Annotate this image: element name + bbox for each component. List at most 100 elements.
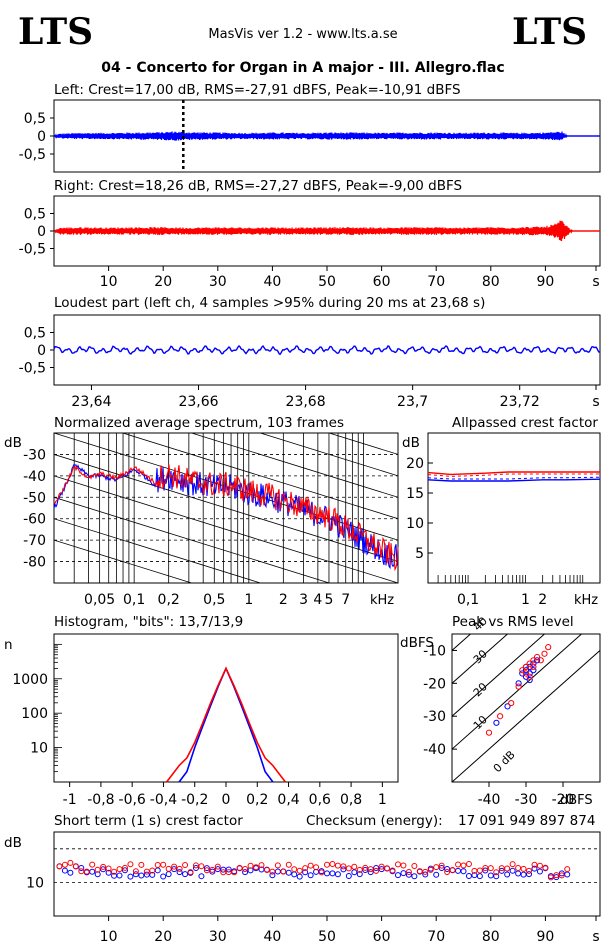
peak-rms-diagonal: [452, 634, 546, 717]
short-term-point-right: [373, 867, 380, 874]
spectrum-slope-line: [327, 433, 398, 455]
crest-xtick-label: 1: [521, 592, 530, 608]
spectrum-title: Normalized average spectrum, 103 frames: [54, 415, 344, 431]
short-term-point-left: [121, 867, 128, 874]
short-term-point-right: [389, 867, 396, 874]
short-term-point-left: [78, 864, 85, 871]
short-term-point-left: [536, 868, 543, 875]
short-term-xtick-label: 80: [482, 929, 500, 945]
loudest-xtick-label: 23,7: [397, 394, 428, 410]
spectrum-slope-line: [190, 433, 398, 498]
peak-rms-point-left: [522, 673, 530, 680]
short-term-point-left: [433, 871, 440, 878]
short-term-point-right: [56, 863, 63, 870]
peak-rms-point-right: [508, 699, 515, 707]
short-term-point-right: [182, 861, 189, 868]
peak-rms-xlabel: dBFS: [560, 793, 593, 808]
short-term-xtick-label: 90: [536, 929, 554, 945]
crest-xlabel: kHz: [574, 593, 598, 608]
crest-ytick-label: 10: [406, 516, 424, 532]
short-term-point-left: [515, 870, 522, 877]
spectrum-slope-line: [121, 433, 398, 520]
short-term-point-right: [324, 861, 330, 868]
peak-rms-point-right: [530, 663, 537, 670]
spectrum-xtick-label: 4: [313, 592, 322, 608]
short-term-xtick-label: 50: [318, 929, 336, 945]
spectrum-xtick-label: 3: [299, 592, 308, 608]
loudest-ytick-label: 0,5: [24, 326, 46, 342]
right_waveform-xtick-label: 60: [373, 274, 391, 290]
histogram-xtick-label: -0,6: [119, 792, 146, 808]
short-term-point-left: [367, 869, 374, 876]
loudest-xtick-label: 23,66: [178, 394, 218, 410]
short-term-point-left: [127, 873, 134, 880]
spectrum-xtick-label: 1: [244, 592, 253, 608]
spectrum-slope-line: [54, 496, 331, 583]
peak-rms-diagonal-label: 0 dB: [491, 748, 518, 775]
short-term-point-right: [427, 866, 434, 873]
histogram-ytick-label: 1000: [12, 672, 48, 688]
right_waveform-xtick-label: 10: [100, 274, 118, 290]
checksum-value: 17 091 949 897 874: [458, 813, 595, 829]
logo-left: LTS: [18, 11, 93, 53]
short-term-point-right: [67, 859, 74, 866]
short-term-point-left: [405, 871, 412, 878]
spectrum-ytick-label: -60: [23, 512, 46, 528]
short-term-point-right: [542, 864, 549, 871]
crest-ytick-label: 5: [415, 546, 424, 562]
short-term-point-right: [460, 862, 467, 869]
crest-ytick-label: 20: [406, 456, 424, 472]
right_waveform-ytick-label: 0: [37, 224, 46, 240]
short-term-point-right: [236, 864, 243, 871]
short-term-point-left: [269, 872, 276, 879]
short-term-point-left: [242, 869, 249, 876]
short-term-point-left: [520, 871, 527, 878]
short-term-point-right: [351, 863, 358, 870]
short-term-point-left: [498, 867, 505, 874]
peak-rms-ytick-label: -40: [423, 742, 446, 758]
short-term-point-left: [67, 869, 74, 876]
short-term-point-right: [455, 861, 462, 868]
right_waveform-xtick-label: 80: [482, 274, 500, 290]
short-term-point-left: [356, 871, 363, 878]
short-term-point-right: [263, 866, 270, 873]
checksum-label: Checksum (energy):: [306, 813, 443, 829]
right_waveform-ytick-label: -0,5: [19, 242, 46, 258]
short-term-point-left: [378, 866, 385, 873]
short-term-point-right: [318, 869, 325, 876]
short-term-point-left: [455, 867, 462, 874]
short-term-point-right: [253, 864, 260, 871]
crest-ylabel: dB: [402, 435, 420, 451]
right_waveform-xtick-label: 20: [154, 274, 172, 290]
short-term-point-right: [422, 868, 429, 875]
peak-rms-point-left: [519, 670, 526, 677]
short-term-point-right: [558, 872, 565, 879]
peak-rms-xtick-label: -30: [515, 792, 538, 808]
spectrum-ytick-label: -80: [23, 555, 46, 571]
histogram-ytick-label: 10: [30, 741, 48, 757]
short-term-point-left: [504, 871, 511, 878]
right_waveform-xtick-label: 50: [318, 274, 336, 290]
peak-rms-point-left: [534, 657, 541, 664]
short-term-point-right: [444, 869, 451, 876]
loudest-ytick-label: -0,5: [19, 361, 46, 377]
short-term-point-left: [149, 871, 156, 878]
short-term-point-right: [536, 862, 543, 869]
crest-factor-title: Allpassed crest factor: [452, 415, 598, 431]
peak-rms-point-left: [530, 660, 537, 667]
short-term-point-right: [247, 862, 254, 869]
short-term-point-left: [531, 865, 538, 872]
short-term-point-left: [345, 872, 352, 879]
peak-rms-point-right: [541, 650, 548, 657]
short-term-point-right: [520, 865, 527, 872]
short-term-point-right: [329, 860, 336, 867]
short-term-point-right: [362, 864, 369, 871]
app-title: MasVis ver 1.2 - www.lts.a.se: [208, 27, 397, 42]
short-term-point-right: [504, 865, 511, 872]
short-term-xtick-label: 70: [427, 929, 445, 945]
left_waveform-ytick-label: 0: [37, 129, 46, 145]
left_waveform-trace: [53, 131, 600, 141]
histogram-xtick-label: -0,8: [87, 792, 114, 808]
histogram-frame: [53, 633, 399, 783]
